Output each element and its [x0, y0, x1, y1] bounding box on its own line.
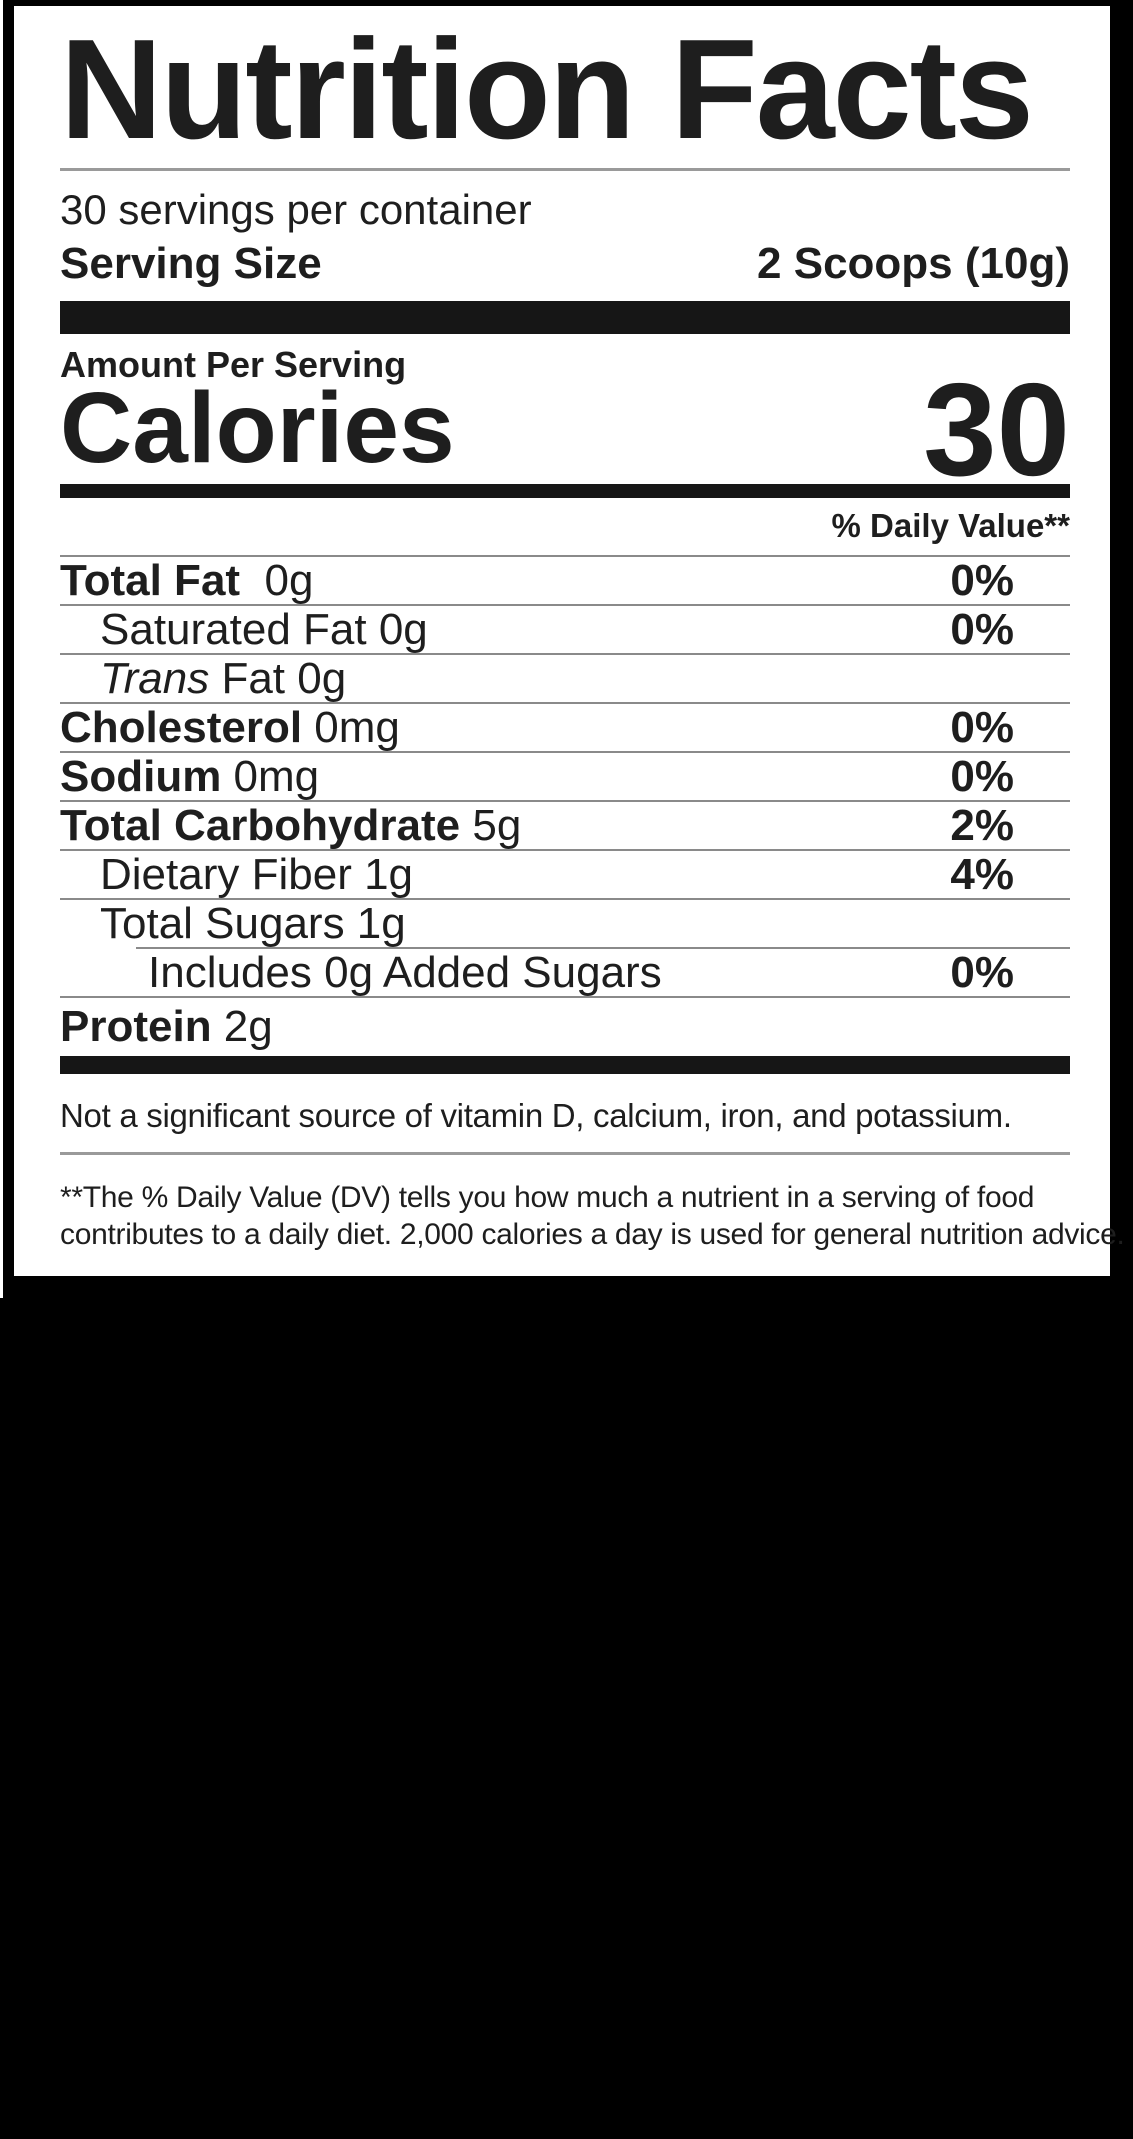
thick-divider-top [60, 301, 1070, 334]
nutrient-name: Includes 0g Added Sugars [148, 948, 662, 997]
footnote-divider [60, 1152, 1070, 1155]
calories-row: Calories 30 [60, 356, 1070, 503]
nutrient-name: Dietary Fiber 1g [100, 850, 414, 899]
row-saturated-fat: Saturated Fat 0g 0% [60, 604, 1070, 653]
nutrient-rows: Total Fat 0g 0% Saturated Fat 0g 0% Tran… [60, 555, 1070, 1056]
serving-size-row: Serving Size 2 Scoops (10g) [60, 237, 1070, 291]
row-cholesterol: Cholesterol 0mg 0% [60, 702, 1070, 751]
amount-per-serving-label: Amount Per Serving [60, 344, 407, 385]
indented-divider [136, 947, 1070, 949]
nutrient-name: Protein 2g [60, 1002, 273, 1051]
nutrient-name: Total Sugars 1g [100, 899, 406, 948]
nutrient-daily-value: 4% [950, 850, 1014, 899]
servings-per-container: 30 servings per container [60, 186, 532, 233]
row-added-sugars: Includes 0g Added Sugars 0% [60, 949, 1070, 996]
nutrient-daily-value: 0% [950, 605, 1014, 654]
row-total-fat: Total Fat 0g 0% [60, 555, 1070, 604]
row-dietary-fiber: Dietary Fiber 1g 4% [60, 849, 1070, 898]
calories-label: Calories [60, 372, 455, 484]
calories-value: 30 [923, 356, 1070, 503]
nutrient-name: Total Fat 0g [60, 556, 314, 605]
page-edge-artifact [0, 0, 3, 1298]
row-total-sugars: Total Sugars 1g [60, 898, 1070, 947]
daily-value-footnote: **The % Daily Value (DV) tells you how m… [60, 1179, 1125, 1253]
nutrient-daily-value: 0% [950, 948, 1014, 997]
nutrient-daily-value: 2% [950, 801, 1014, 850]
footnote-line-2: contributes to a daily diet. 2,000 calor… [60, 1218, 1125, 1251]
row-trans-fat: Trans Fat 0g [60, 653, 1070, 702]
nutrient-name: Total Carbohydrate 5g [60, 801, 522, 850]
serving-size-label: Serving Size [60, 239, 322, 288]
thick-divider-bottom [60, 1056, 1070, 1074]
thick-divider-mid [60, 484, 1070, 498]
title-divider [60, 168, 1070, 171]
nutrient-daily-value: 0% [950, 556, 1014, 605]
nutrient-name: Trans Fat 0g [100, 654, 347, 703]
nutrient-daily-value: 0% [950, 752, 1014, 801]
label-title: Nutrition Facts [60, 10, 1034, 169]
row-total-carbohydrate: Total Carbohydrate 5g 2% [60, 800, 1070, 849]
serving-size-value: 2 Scoops (10g) [757, 239, 1070, 288]
insignificant-nutrients-note: Not a significant source of vitamin D, c… [60, 1097, 1012, 1134]
nutrition-facts-label: Nutrition Facts 30 servings per containe… [14, 6, 1125, 1276]
nutrient-name: Cholesterol 0mg [60, 703, 400, 752]
nutrient-daily-value: 0% [950, 703, 1014, 752]
daily-value-header: % Daily Value** [831, 507, 1070, 544]
nutrient-name: Saturated Fat 0g [100, 605, 428, 654]
row-sodium: Sodium 0mg 0% [60, 751, 1070, 800]
nutrient-name: Sodium 0mg [60, 752, 320, 801]
row-protein: Protein 2g [60, 996, 1070, 1056]
footnote-line-1: **The % Daily Value (DV) tells you how m… [60, 1181, 1035, 1214]
